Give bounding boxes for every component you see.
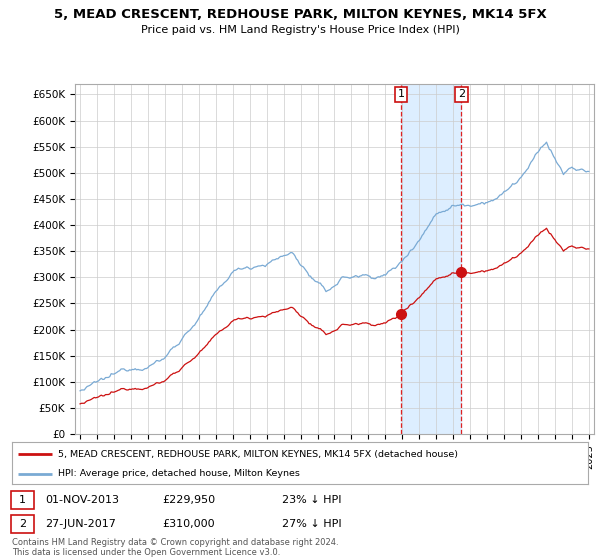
Text: 01-NOV-2013: 01-NOV-2013	[45, 495, 119, 505]
Text: 27-JUN-2017: 27-JUN-2017	[45, 519, 116, 529]
Text: 2: 2	[19, 519, 26, 529]
Text: 5, MEAD CRESCENT, REDHOUSE PARK, MILTON KEYNES, MK14 5FX (detached house): 5, MEAD CRESCENT, REDHOUSE PARK, MILTON …	[58, 450, 458, 459]
Text: 1: 1	[397, 90, 404, 100]
Text: 5, MEAD CRESCENT, REDHOUSE PARK, MILTON KEYNES, MK14 5FX: 5, MEAD CRESCENT, REDHOUSE PARK, MILTON …	[53, 8, 547, 21]
Bar	[401, 84, 461, 434]
Text: 23% ↓ HPI: 23% ↓ HPI	[282, 495, 341, 505]
Text: £310,000: £310,000	[162, 519, 215, 529]
Text: 27% ↓ HPI: 27% ↓ HPI	[282, 519, 341, 529]
Text: Price paid vs. HM Land Registry's House Price Index (HPI): Price paid vs. HM Land Registry's House …	[140, 25, 460, 35]
Text: Contains HM Land Registry data © Crown copyright and database right 2024.
This d: Contains HM Land Registry data © Crown c…	[12, 538, 338, 557]
Text: HPI: Average price, detached house, Milton Keynes: HPI: Average price, detached house, Milt…	[58, 469, 300, 478]
Text: 1: 1	[19, 495, 26, 505]
Text: £229,950: £229,950	[162, 495, 215, 505]
Text: 2: 2	[458, 90, 465, 100]
